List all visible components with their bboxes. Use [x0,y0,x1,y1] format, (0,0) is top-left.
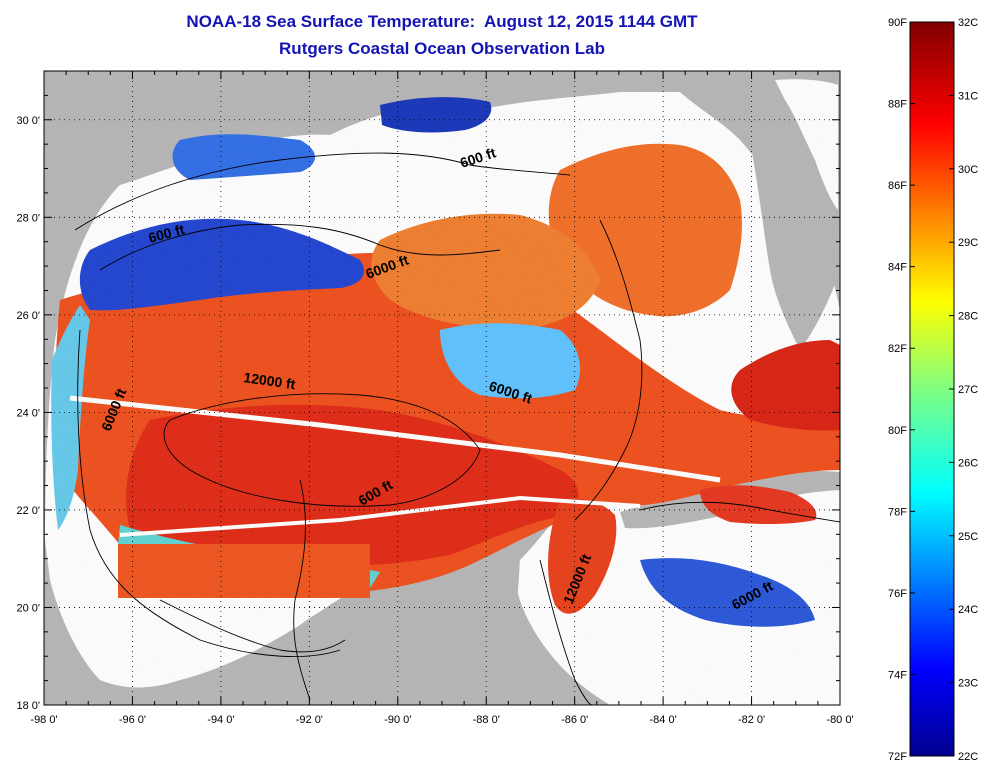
lat-tick-label: 28 0' [16,212,40,224]
lon-tick-label: -82 0' [738,714,765,726]
colorbar-fahrenheit-label: 88F [888,99,907,111]
lon-tick-label: -98 0' [30,714,57,726]
colorbar-celsius-label: 27C [958,384,978,396]
colorbar-fahrenheit-label: 78F [888,506,907,518]
colorbar-fahrenheit-label: 74F [888,669,907,681]
longitude-axis: -98 0' -96 0' -94 0' -92 0' -90 0' -88 0' -86 … [30,714,853,726]
colorbar-celsius-label: 32C [958,17,978,29]
lon-tick-label: -90 0' [384,714,411,726]
bathymetry-contours [74,152,840,705]
colorbar [909,21,955,757]
lon-tick-label: -92 0' [296,714,323,726]
lat-tick-label: 24 0' [16,407,40,419]
map-subtitle: Rutgers Coastal Ocean Observation Lab [279,39,605,58]
lat-tick-label: 22 0' [16,505,40,517]
data-speckle-overlay [44,71,840,705]
colorbar-fahrenheit-labels: 90F 88F 86F 84F 82F 80F 78F 76F 74F 72F [888,17,907,763]
colorbar-celsius-label: 25C [958,531,978,543]
colorbar-celsius-label: 23C [958,678,978,690]
latitude-axis: 18 0' 20 0' 22 0' 24 0' 26 0' 28 0' 30 0' [16,115,40,712]
colorbar-celsius-label: 26C [958,457,978,469]
colorbar-celsius-label: 24C [958,604,978,616]
axis-ticks [43,70,841,706]
lon-tick-label: -84 0' [650,714,677,726]
lon-tick-label: -80 0' [826,714,853,726]
colorbar-fahrenheit-label: 72F [888,751,907,763]
colorbar-celsius-label: 28C [958,311,978,323]
colorbar-fahrenheit-label: 82F [888,343,907,355]
colorbar-ticks [910,21,954,757]
contour-label-12000ft: 12000 ft [243,369,297,392]
lat-tick-label: 18 0' [16,700,40,712]
colorbar-fahrenheit-label: 80F [888,425,907,437]
lat-tick-label: 30 0' [16,115,40,127]
colorbar-celsius-label: 31C [958,90,978,102]
lon-tick-label: -94 0' [207,714,234,726]
graticule [44,71,840,705]
lon-tick-label: -86 0' [561,714,588,726]
lon-tick-label: -96 0' [119,714,146,726]
lat-tick-label: 20 0' [16,602,40,614]
lon-tick-label: -88 0' [473,714,500,726]
colorbar-celsius-label: 30C [958,164,978,176]
map-title: NOAA-18 Sea Surface Temperature: August … [186,12,698,31]
lat-tick-label: 26 0' [16,310,40,322]
colorbar-fahrenheit-label: 84F [888,262,907,274]
colorbar-fahrenheit-label: 90F [888,17,907,29]
colorbar-celsius-labels: 32C 31C 30C 29C 28C 27C 26C 25C 24C 23C 22C [958,17,978,763]
colorbar-celsius-label: 29C [958,237,978,249]
colorbar-fahrenheit-label: 86F [888,180,907,192]
colorbar-celsius-label: 22C [958,751,978,763]
colorbar-fahrenheit-label: 76F [888,588,907,600]
